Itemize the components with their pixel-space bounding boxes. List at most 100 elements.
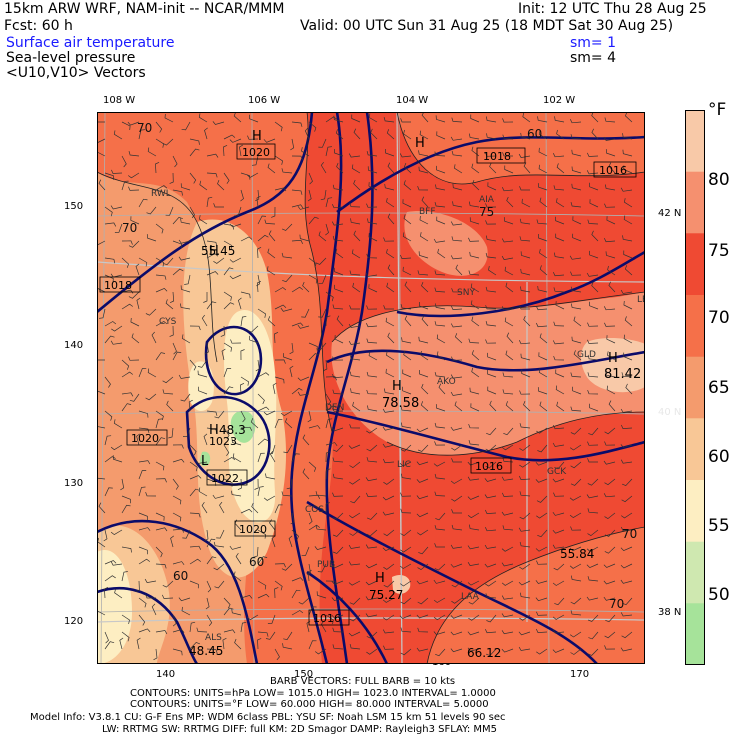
wind-barb [223,629,236,634]
station-id: LIC [397,460,411,470]
wind-barb [383,563,395,570]
wind-barb [570,648,582,655]
wind-barb [487,386,497,395]
wind-barb [332,644,344,650]
wind-barb [240,621,247,633]
wind-barb [604,117,616,123]
wind-barb [521,369,531,378]
wind-barb [128,240,140,248]
wind-barb [349,270,361,276]
wind-barb [506,196,514,208]
wind-barb [283,444,293,454]
wind-barb [189,172,197,184]
wind-barb [308,216,319,225]
wind-barb [620,563,633,569]
wind-barb [623,352,633,361]
wind-barb [172,240,182,249]
wind-barb [349,424,361,429]
wind-barb [146,206,157,215]
wind-barb [334,335,344,344]
wind-barb [97,426,106,429]
wind-barb [104,575,116,582]
wind-barb [297,391,310,396]
wind-barb [205,597,210,610]
wind-barb [451,117,463,123]
wind-barb [349,305,360,310]
wind-barb [197,370,208,378]
colorbar-label: 75 [708,241,730,261]
wind-barb [452,183,463,191]
wind-barb [552,153,565,158]
wind-barb [308,606,317,616]
wind-barb [206,271,219,276]
isobars [97,112,645,664]
wind-barb [620,526,633,531]
wind-barb [502,134,514,140]
wind-barb [351,249,361,259]
wind-barb [206,614,213,627]
station-id: LBF [637,295,645,305]
wind-barb [366,631,378,639]
wind-barb [468,237,480,242]
field-temperature: Surface air temperature [6,35,175,51]
wind-barb [291,286,304,293]
wind-barb [417,563,429,571]
wind-barb [189,148,200,157]
contour-label: 75 [479,205,494,219]
wind-barb [488,266,497,276]
wind-barb [587,389,599,395]
wind-barb [604,441,616,446]
wind-barb [603,493,616,498]
wind-barb [621,372,633,378]
wind-barb [230,339,242,344]
wind-barb [274,359,286,364]
wind-barb [487,182,497,191]
wind-barb [189,444,197,456]
wind-barb [231,608,242,616]
wind-barb [120,478,125,491]
wind-barb [172,351,182,361]
wind-barb [436,351,446,361]
wind-barb [621,631,633,639]
wind-barb [135,263,140,276]
wind-barb [620,424,633,429]
wind-barb [121,631,130,642]
wind-barb [552,529,565,534]
wind-barb [467,495,480,500]
wind-barb [121,359,130,370]
wind-barb [223,144,228,157]
wind-barb [289,365,294,378]
wind-barb [111,325,123,332]
wind-barb [604,645,616,650]
wind-barb [172,495,182,505]
wind-barb [223,607,234,616]
wind-barb [518,153,531,158]
wind-barb [486,133,497,140]
wind-barb [569,444,582,451]
wind-barb [571,336,582,344]
wind-barb [240,426,253,431]
wind-barb [485,203,497,208]
wind-barb [604,529,616,537]
wind-barb [604,631,616,639]
wind-barb [196,627,208,633]
wind-barb [297,324,310,329]
wind-barb [281,168,293,174]
wind-barb [199,215,208,225]
wind-barb [471,350,480,361]
wind-barb [433,238,446,243]
wind-barb [586,170,599,175]
lat-label: 40 N [658,407,682,418]
wind-barb [434,372,446,378]
wind-barb [351,114,361,123]
wind-barb [240,172,251,180]
wind-barb [469,251,480,259]
wind-barb [263,410,276,416]
wind-barb [349,597,361,605]
wind-barb [234,206,242,217]
wind-barb [536,648,548,655]
wind-barb [537,183,548,191]
wind-barb [452,201,463,208]
wind-barb [317,563,327,573]
wind-barb [520,132,531,140]
